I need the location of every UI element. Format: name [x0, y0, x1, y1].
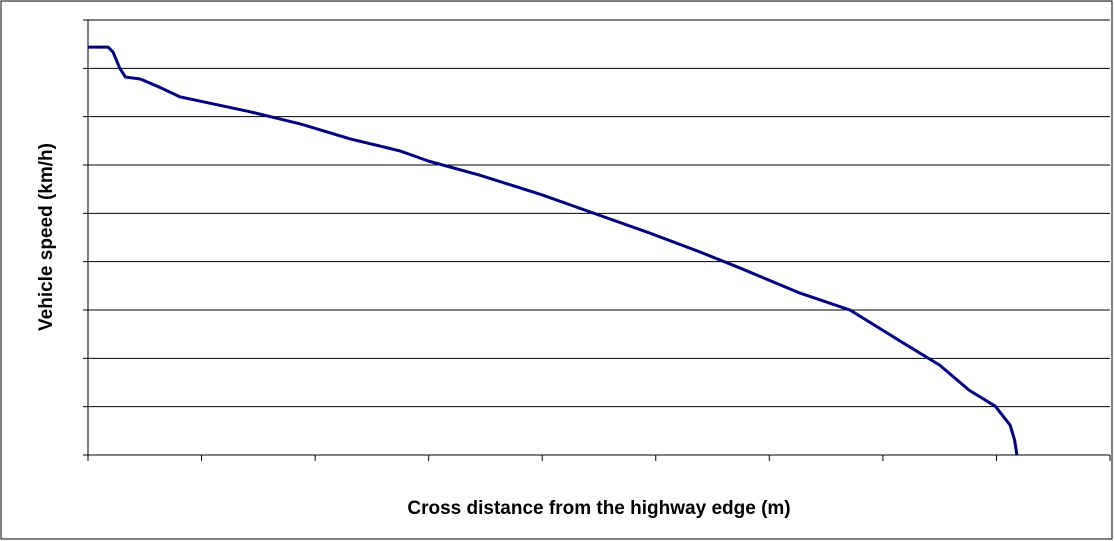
x-axis-label: Cross distance from the highway edge (m)	[407, 498, 790, 519]
line-series	[88, 45, 1019, 456]
y-axis-label: Vehicle speed (km/h)	[36, 143, 57, 331]
